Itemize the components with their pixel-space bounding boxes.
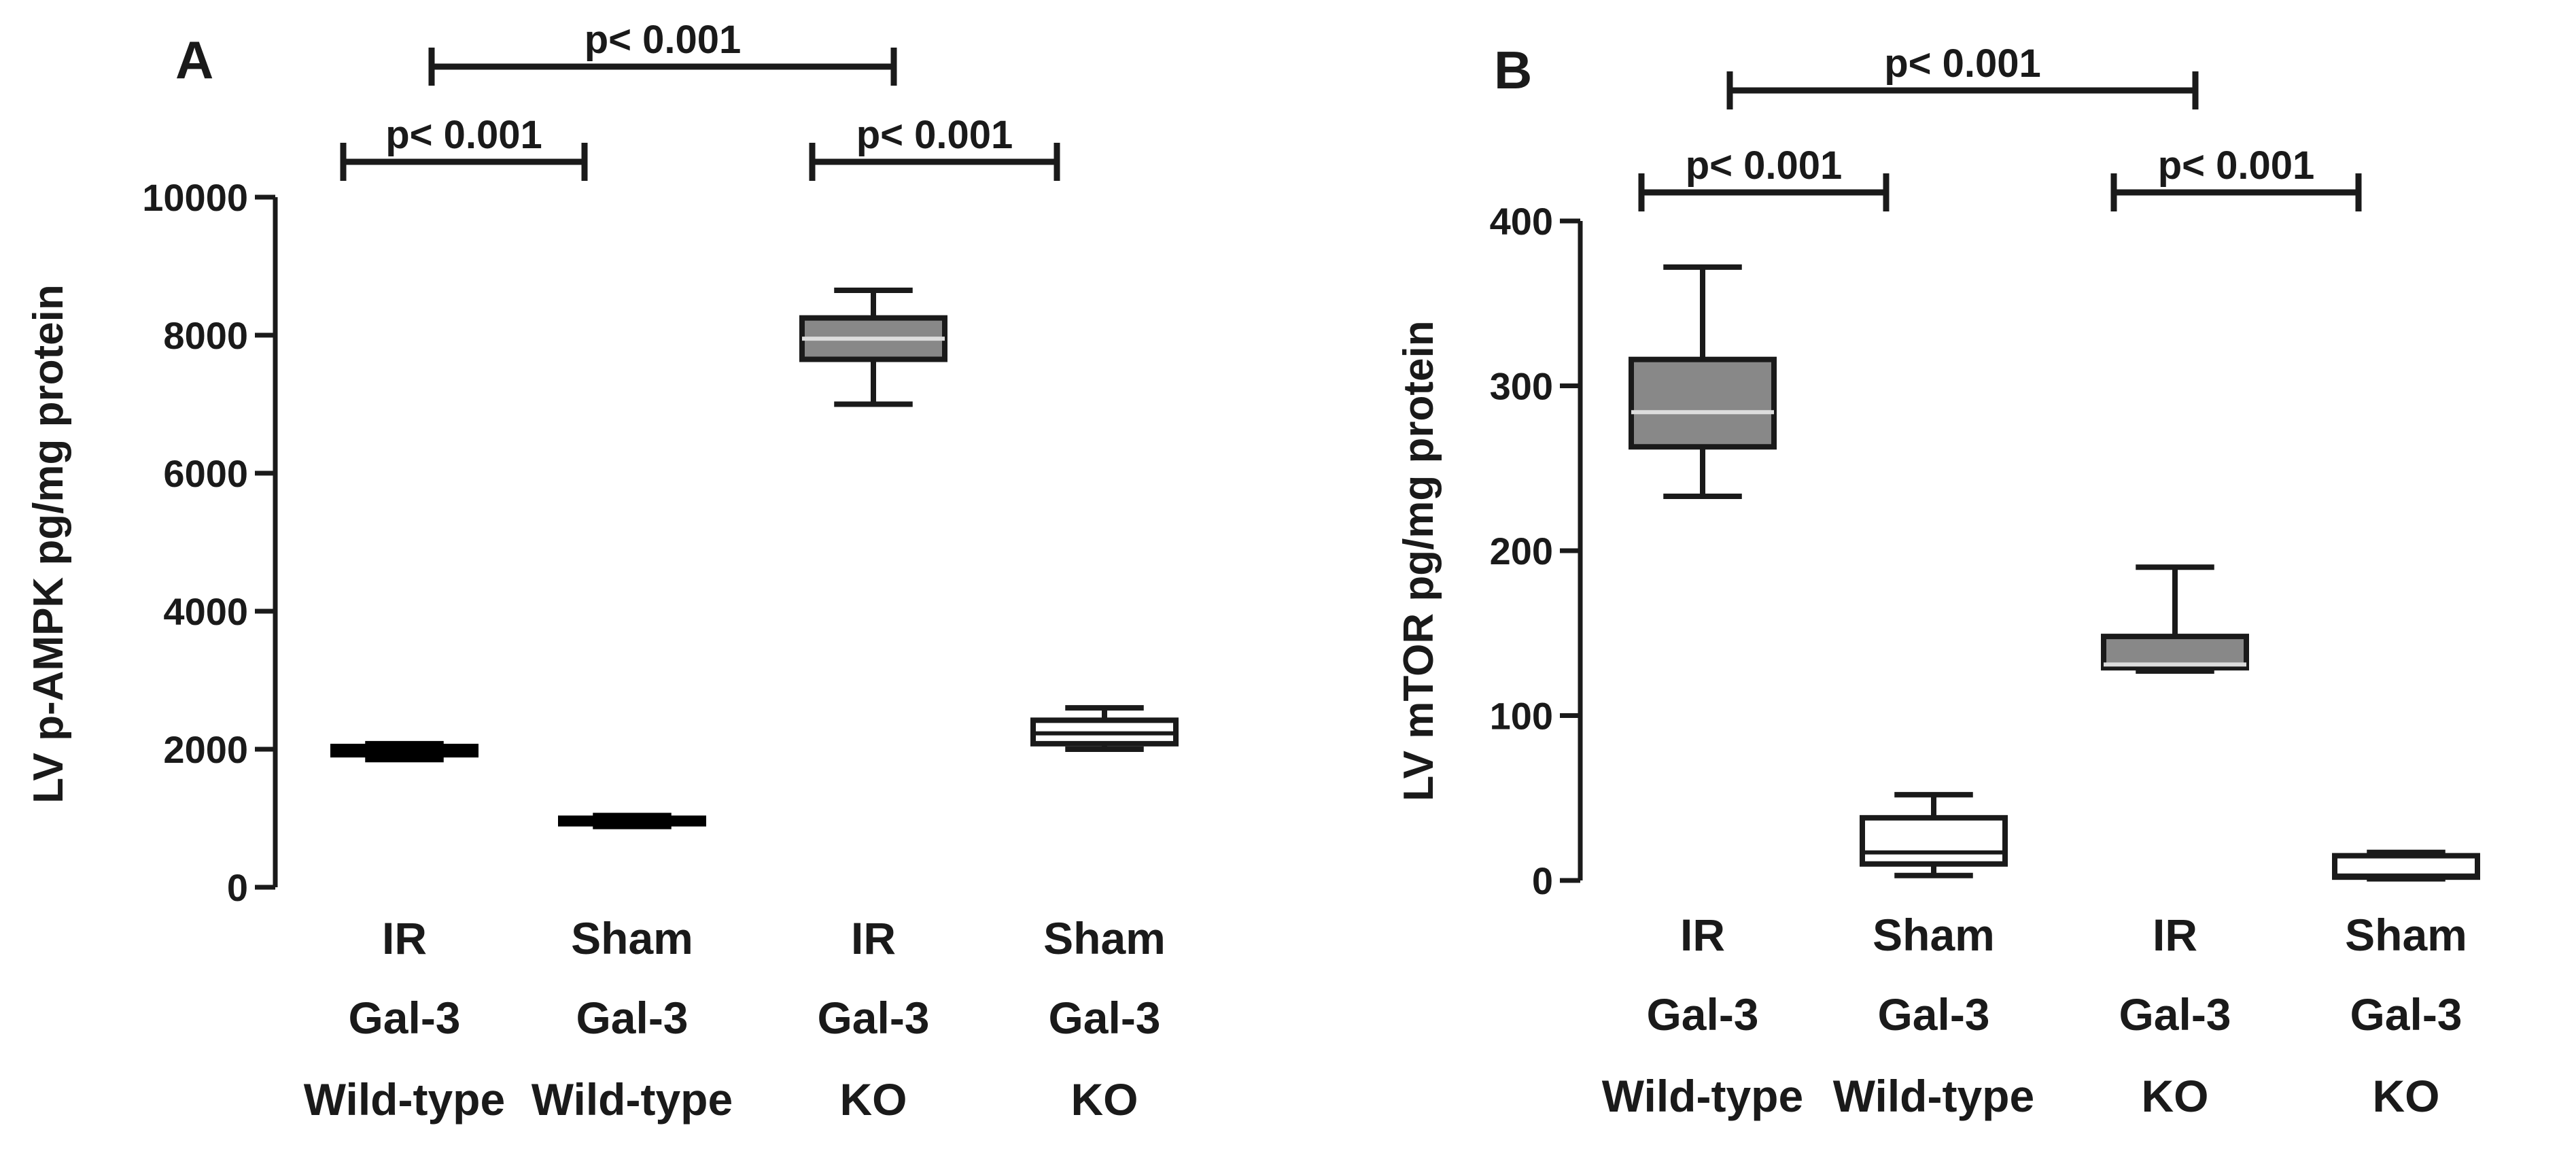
panel-label: A [175, 30, 213, 90]
box-iqr [1860, 815, 2008, 867]
y-tick-label: 8000 [163, 314, 248, 357]
category-label: Gal-3 [1877, 989, 1989, 1040]
category-label: KO [1071, 1074, 1138, 1125]
category-label: Gal-3 [1048, 993, 1160, 1043]
category-label: Gal-3 [348, 993, 460, 1043]
category-label: Gal-3 [1646, 989, 1758, 1040]
y-tick-label: 100 [1490, 695, 1553, 738]
y-axis-title: LV p-AMPK pg/mg protein [25, 284, 72, 803]
y-tick-label: 200 [1490, 530, 1553, 572]
category-label: Wild-type [1833, 1071, 2034, 1121]
category-label: Sham [1043, 913, 1166, 963]
y-tick-label: 10000 [142, 176, 248, 219]
panel-label: B [1494, 40, 1532, 100]
y-tick-label: 0 [1532, 859, 1553, 902]
category-label: IR [851, 913, 896, 963]
category-label: Gal-3 [2119, 989, 2231, 1040]
category-label: Sham [1873, 910, 1995, 960]
significance-label: p< 0.001 [1884, 41, 2041, 86]
category-label: Wild-type [532, 1074, 733, 1125]
significance-label: p< 0.001 [1686, 143, 1843, 188]
y-tick-label: 4000 [163, 590, 248, 633]
category-label: Wild-type [304, 1074, 505, 1125]
box-iqr [1629, 356, 1777, 450]
category-label: Sham [2345, 910, 2467, 960]
significance-label: p< 0.001 [585, 18, 742, 62]
y-tick-label: 400 [1490, 200, 1553, 243]
y-tick-label: 0 [227, 866, 248, 909]
panel-a: A LV p-AMPK pg/mg protein 0 2000 4000 6000 800… [25, 18, 1179, 1125]
category-label: IR [382, 913, 427, 963]
category-label: IR [1680, 910, 1725, 960]
significance-label: p< 0.001 [2158, 143, 2315, 188]
y-tick-label: 2000 [163, 728, 248, 771]
significance-label: p< 0.001 [385, 113, 542, 157]
category-label: IR [2153, 910, 2197, 960]
significance-label: p< 0.001 [856, 113, 1013, 157]
category-label: Gal-3 [2350, 989, 2462, 1040]
category-label: KO [2142, 1071, 2209, 1121]
y-tick-label: 6000 [163, 452, 248, 495]
category-label: KO [2373, 1071, 2440, 1121]
category-label: Sham [571, 913, 693, 963]
category-label: Gal-3 [817, 993, 929, 1043]
category-label: KO [840, 1074, 907, 1125]
y-tick-label: 300 [1490, 365, 1553, 408]
y-axis-title: LV mTOR pg/mg protein [1395, 320, 1442, 801]
category-label: Wild-type [1602, 1071, 1803, 1121]
panel-b: B LV mTOR pg/mg protein 0 100 200 300 400 IR Gal… [1395, 40, 2480, 1121]
category-label: Gal-3 [576, 993, 688, 1043]
